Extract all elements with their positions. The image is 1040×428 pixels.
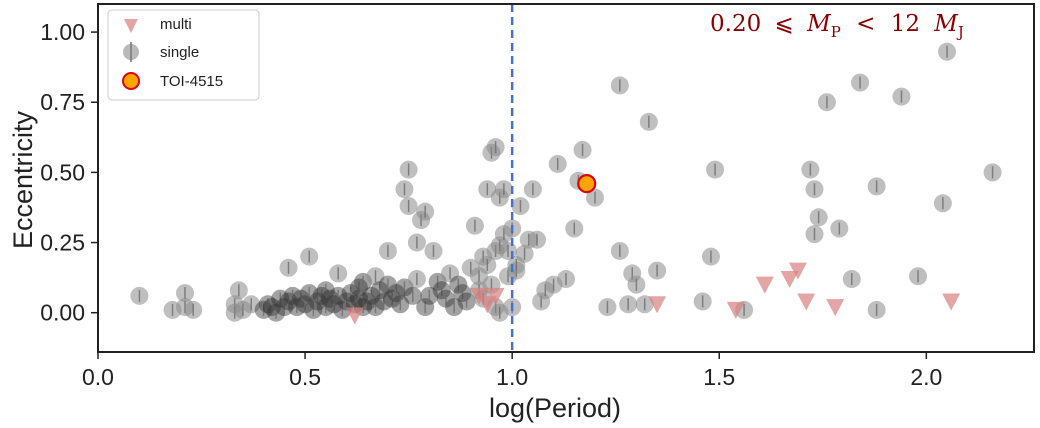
- x-tick-label: 0.0: [82, 364, 114, 390]
- y-tick-label: 0.50: [40, 159, 85, 185]
- x-axis-title: log(Period): [489, 393, 621, 423]
- plot-frame: [97, 3, 1035, 353]
- toi-4515-point: [577, 174, 597, 194]
- multi-point: [942, 293, 961, 311]
- y-tick-label: 0.25: [40, 230, 85, 256]
- x-tick-label: 0.5: [289, 364, 321, 390]
- multi-point: [726, 301, 745, 319]
- multi-point: [755, 276, 774, 294]
- multi-point: [486, 287, 505, 305]
- multi-point: [826, 299, 845, 317]
- x-tick-label: 2.0: [910, 364, 942, 390]
- legend-single-label: single: [160, 44, 199, 61]
- multi-point: [780, 271, 799, 289]
- unit-subscript: J: [956, 23, 964, 41]
- x-tick-label: 1.0: [496, 364, 528, 390]
- multi-point: [788, 262, 807, 280]
- lt-symbol: <: [856, 11, 875, 37]
- legend-multi-marker: [124, 19, 138, 33]
- multi-point: [797, 293, 816, 311]
- le-symbol: ⩽: [775, 11, 794, 37]
- mass-lower-bound: 0.20: [710, 11, 761, 37]
- y-tick-label: 0.00: [40, 300, 85, 326]
- legend-multi-label: multi: [160, 16, 192, 33]
- y-tick-label: 1.00: [40, 19, 85, 45]
- points-layer: [130, 42, 1002, 325]
- multi-point: [648, 296, 667, 314]
- legend-box: [107, 9, 260, 101]
- mass-range-annotation: 0.20 ⩽ MP < 12 MJ: [710, 11, 964, 43]
- mass-symbol: M: [806, 11, 832, 37]
- legend: multi single TOI-4515: [107, 9, 260, 101]
- mass-upper-bound: 12: [891, 11, 920, 37]
- mass-subscript: P: [831, 23, 841, 41]
- multi-point: [345, 307, 364, 325]
- unit-symbol: M: [933, 11, 959, 37]
- legend-toi-label: TOI-4515: [160, 73, 223, 90]
- multi-point: [478, 296, 497, 314]
- x-tick-label: 1.5: [703, 364, 735, 390]
- y-axis-title: Eccentricity: [8, 110, 38, 249]
- y-tick-label: 0.75: [40, 89, 85, 115]
- legend-toi-marker: [122, 72, 140, 90]
- ticks-layer: 0.0 0.5 1.0 1.5 2.0 0.00 0.25 0.50 0.75 1.00: [40, 19, 942, 390]
